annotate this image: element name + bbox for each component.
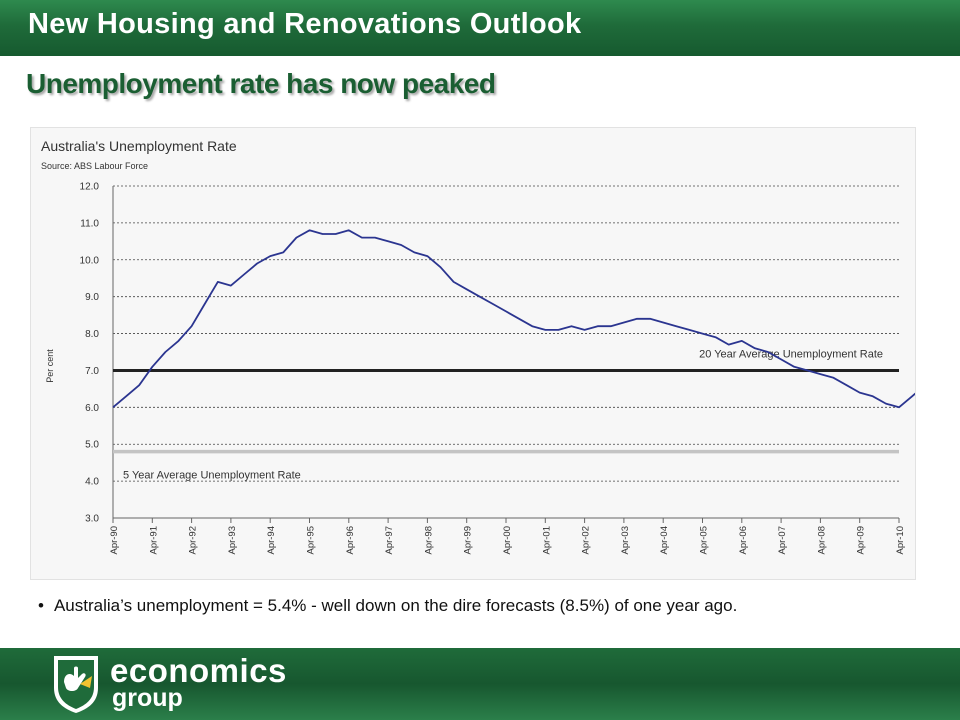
y-tick-label: 5.0 — [85, 440, 99, 451]
x-tick-label: Apr-92 — [188, 526, 199, 555]
y-tick-label: 3.0 — [85, 514, 99, 525]
x-tick-label: Apr-95 — [306, 526, 317, 555]
y-tick-label: 4.0 — [85, 477, 99, 488]
x-tick-labels: Apr-90 Apr-91 Apr-92 Apr-93 Apr-94 Apr-95 Apr-… — [109, 518, 906, 555]
bullet-text: Australia’s unemployment = 5.4% - well d… — [53, 596, 738, 615]
brand-economics: economics — [110, 652, 287, 689]
y-axis-label: Per cent — [45, 349, 55, 383]
avg20-label: 20 Year Average Unemployment Rate — [699, 348, 883, 360]
x-tick-label: Apr-94 — [266, 526, 277, 555]
x-tick-label: Apr-98 — [423, 526, 434, 555]
bullet-point: • Australia’s unemployment = 5.4% - well … — [38, 596, 737, 616]
series-layer — [112, 229, 915, 409]
x-tick-label: Apr-05 — [699, 526, 710, 555]
y-tick-label: 12.0 — [80, 182, 100, 193]
footer-bar: economics group — [0, 648, 960, 720]
x-tick-label: Apr-91 — [148, 526, 159, 555]
x-tick-label: Apr-90 — [109, 526, 120, 555]
x-tick-label: Apr-93 — [227, 526, 238, 555]
bullet-dot-icon: • — [38, 596, 44, 615]
x-tick-label: Apr-07 — [777, 526, 788, 555]
y-tick-label: 6.0 — [85, 403, 99, 414]
unemployment-rate-line — [112, 229, 915, 409]
avg5-label: 5 Year Average Unemployment Rate — [123, 470, 301, 482]
reference-lines: 20 Year Average Unemployment Rate 5 Year … — [113, 348, 899, 482]
x-tick-label: Apr-06 — [738, 526, 749, 555]
hia-logo-icon — [54, 656, 98, 713]
x-tick-label: Apr-04 — [659, 526, 670, 555]
unemployment-chart: Australia's Unemployment Rate Source: AB… — [41, 138, 915, 555]
y-tick-label: 10.0 — [80, 255, 100, 266]
x-tick-label: Apr-96 — [345, 526, 356, 555]
x-tick-label: Apr-08 — [816, 526, 827, 555]
x-tick-label: Apr-99 — [463, 526, 474, 555]
x-tick-label: Apr-09 — [856, 526, 867, 555]
brand-group: group — [112, 684, 183, 712]
y-tick-label: 11.0 — [80, 218, 99, 229]
chart-title: Australia's Unemployment Rate — [41, 138, 237, 154]
y-tick-label: 9.0 — [85, 292, 99, 303]
x-tick-label: Apr-03 — [620, 526, 631, 555]
header-bar: New Housing and Renovations Outlook — [0, 0, 960, 56]
y-tick-label: 8.0 — [85, 329, 99, 340]
x-tick-label: Apr-02 — [581, 526, 592, 555]
slide-title: Unemployment rate has now peaked — [26, 68, 496, 99]
header-title: New Housing and Renovations Outlook — [28, 8, 582, 40]
chart-subtitle: Source: ABS Labour Force — [41, 161, 148, 171]
y-tick-labels: 12.0 11.0 10.0 9.0 8.0 7.0 6.0 5.0 4.0 3.0 — [80, 182, 100, 525]
x-tick-label: Apr-00 — [502, 526, 513, 555]
x-tick-label: Apr-97 — [384, 526, 395, 555]
y-tick-label: 7.0 — [85, 366, 99, 377]
x-tick-label: Apr-10 — [895, 526, 906, 555]
chart-panel: Australia's Unemployment Rate Source: AB… — [30, 127, 916, 580]
x-tick-label: Apr-01 — [541, 526, 552, 555]
